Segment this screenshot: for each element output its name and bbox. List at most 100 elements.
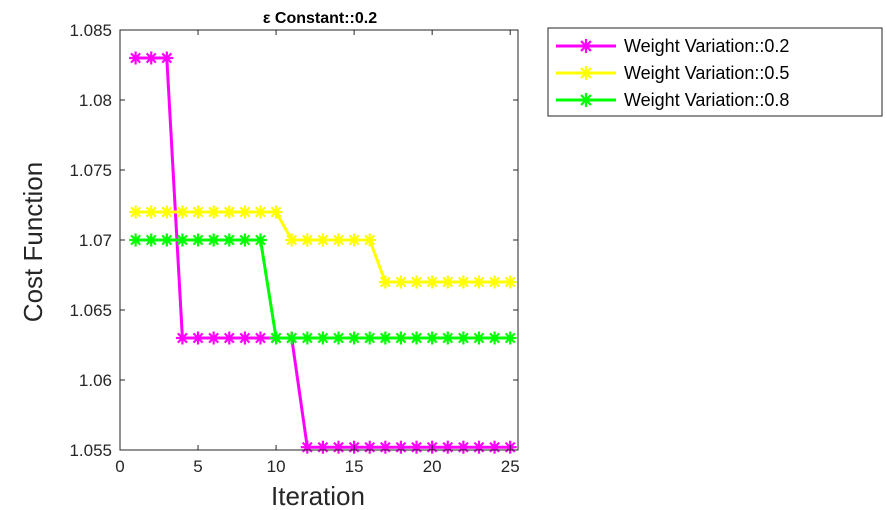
data-point [332, 331, 346, 345]
data-point [503, 275, 517, 289]
data-point [441, 440, 455, 454]
data-point [207, 331, 221, 345]
data-point [144, 51, 158, 65]
legend-marker [579, 66, 593, 80]
data-point [129, 205, 143, 219]
data-point [191, 205, 205, 219]
y-axis-title: Cost Function [18, 162, 48, 322]
data-point [300, 331, 314, 345]
data-point [456, 275, 470, 289]
data-point [300, 440, 314, 454]
data-point [503, 331, 517, 345]
legend-label: Weight Variation::0.2 [624, 36, 789, 56]
data-point [410, 440, 424, 454]
data-point [129, 51, 143, 65]
data-point [160, 51, 174, 65]
data-point [253, 233, 267, 247]
data-point [441, 331, 455, 345]
data-point [378, 331, 392, 345]
series-3 [129, 233, 517, 345]
data-point [285, 233, 299, 247]
axes: 0 5 10 15 20 25 1.055 1.06 1.065 1.07 1.075 1.08 1.0… [69, 21, 519, 476]
data-point [363, 440, 377, 454]
data-point [488, 440, 502, 454]
data-point [144, 205, 158, 219]
data-point [144, 233, 158, 247]
data-point [472, 275, 486, 289]
data-point [175, 205, 189, 219]
legend-item-3: Weight Variation::0.8 [556, 90, 789, 110]
data-point [300, 233, 314, 247]
data-point [253, 331, 267, 345]
data-point [191, 331, 205, 345]
data-point [238, 233, 252, 247]
data-point [378, 440, 392, 454]
data-point [425, 275, 439, 289]
data-point [222, 233, 236, 247]
data-point [332, 233, 346, 247]
data-point [285, 331, 299, 345]
legend-label: Weight Variation::0.8 [624, 90, 789, 110]
data-point [269, 331, 283, 345]
y-tick-label: 1.07 [79, 231, 112, 250]
data-point [347, 233, 361, 247]
x-tick-label: 25 [501, 457, 520, 476]
x-tick-label: 20 [423, 457, 442, 476]
x-tick-label: 15 [345, 457, 364, 476]
data-point [394, 275, 408, 289]
legend-marker [579, 93, 593, 107]
y-tick-label: 1.085 [69, 21, 112, 40]
data-point [347, 331, 361, 345]
y-tick-label: 1.08 [79, 91, 112, 110]
data-point [316, 440, 330, 454]
data-point [456, 440, 470, 454]
data-point [410, 275, 424, 289]
data-point [488, 331, 502, 345]
y-tick-label: 1.055 [69, 441, 112, 460]
data-point [191, 233, 205, 247]
data-point [160, 205, 174, 219]
data-point [394, 440, 408, 454]
data-point [253, 205, 267, 219]
y-tick-label: 1.075 [69, 161, 112, 180]
x-tick-label: 10 [267, 457, 286, 476]
data-point [175, 233, 189, 247]
data-point [316, 331, 330, 345]
data-point [472, 440, 486, 454]
data-point [425, 331, 439, 345]
data-point [207, 205, 221, 219]
data-point [472, 331, 486, 345]
data-point [316, 233, 330, 247]
legend-marker [579, 39, 593, 53]
data-point [129, 233, 143, 247]
x-tick-label: 5 [193, 457, 202, 476]
y-tick-label: 1.065 [69, 301, 112, 320]
chart-title: ε Constant::0.2 [263, 10, 377, 27]
legend-item-2: Weight Variation::0.5 [556, 63, 789, 83]
data-point [269, 205, 283, 219]
data-point [363, 233, 377, 247]
data-point [488, 275, 502, 289]
x-tick-label: 0 [115, 457, 124, 476]
data-point [175, 331, 189, 345]
data-point [394, 331, 408, 345]
data-point [222, 205, 236, 219]
data-point [222, 331, 236, 345]
data-point [238, 331, 252, 345]
plot-area: 0 5 10 15 20 25 1.055 1.06 1.065 1.07 1.075 1.08 1.0… [69, 21, 519, 476]
series-2 [129, 205, 517, 289]
data-point [332, 440, 346, 454]
data-point [160, 233, 174, 247]
data-point [207, 233, 221, 247]
data-point [238, 205, 252, 219]
data-point [363, 331, 377, 345]
data-point [410, 331, 424, 345]
legend-item-1: Weight Variation::0.2 [556, 36, 789, 56]
legend-label: Weight Variation::0.5 [624, 63, 789, 83]
x-axis-title: Iteration [271, 481, 365, 510]
data-point [456, 331, 470, 345]
y-tick-label: 1.06 [79, 371, 112, 390]
data-point [441, 275, 455, 289]
